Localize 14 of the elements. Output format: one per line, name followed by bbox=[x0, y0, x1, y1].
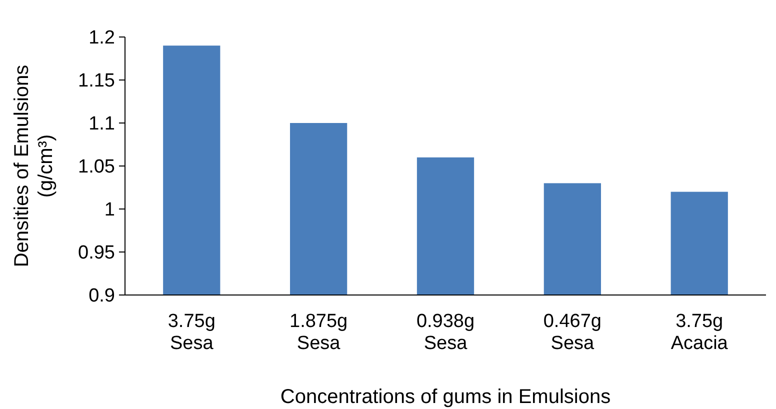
y-tick-label: 1.15 bbox=[78, 70, 115, 92]
y-tick-label: 0.9 bbox=[88, 286, 115, 307]
y-tick-label: 1.05 bbox=[78, 156, 115, 178]
x-tick-label: 0.467g Sesa bbox=[543, 311, 602, 354]
y-tick-label: 1.1 bbox=[88, 114, 115, 135]
x-tick-label: 3.75g Acacia bbox=[670, 311, 728, 354]
x-tick-label: 1.875g Sesa bbox=[290, 311, 348, 354]
y-tick-label: 1.2 bbox=[88, 28, 115, 49]
x-axis-title: Concentrations of gums in Emulsions bbox=[280, 386, 611, 408]
y-tick-label: 0.95 bbox=[78, 242, 115, 264]
y-axis-title: Densities of Emulsions (g/cm³) bbox=[11, 64, 57, 268]
y-tick-label: 1 bbox=[104, 200, 115, 221]
x-tick-label: 3.75g Sesa bbox=[168, 311, 216, 354]
x-tick-label: 0.938g Sesa bbox=[416, 311, 475, 354]
